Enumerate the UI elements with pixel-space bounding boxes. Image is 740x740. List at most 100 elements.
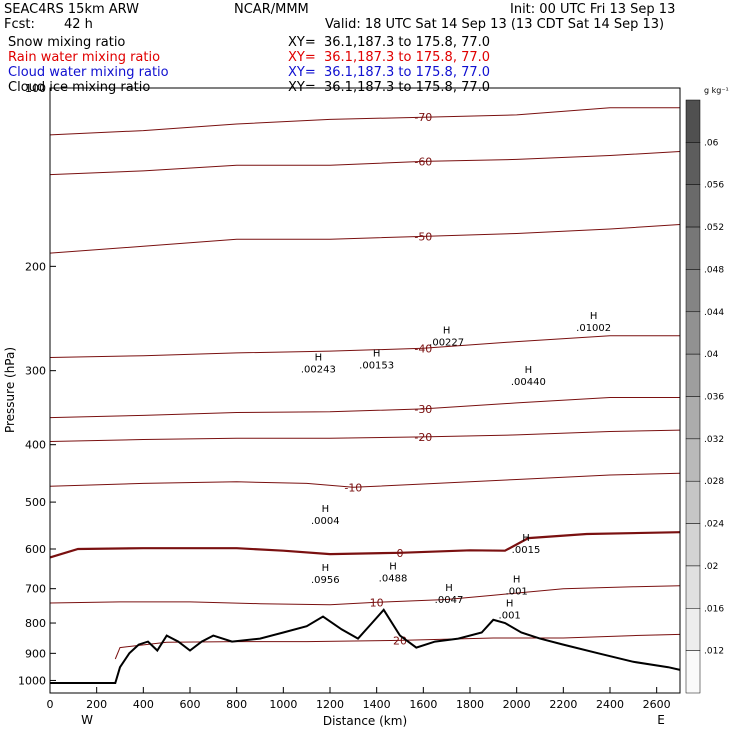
colorbar-tick-label: .052 [704, 223, 724, 233]
y-tick-label: 100 [25, 82, 46, 95]
temperature-contour [49, 335, 680, 358]
x-tick-label: 1200 [316, 698, 344, 711]
colorbar-swatch [685, 99, 701, 143]
colorbar-tick-label: .016 [704, 604, 724, 614]
colorbar-swatch [685, 565, 701, 609]
forecast-hours: 42 h [64, 17, 93, 32]
x-tick-label: 2400 [596, 698, 624, 711]
maximum-value-label: .0956 [311, 575, 340, 586]
center-name: NCAR/MMM [234, 2, 309, 17]
temperature-contour [49, 531, 681, 559]
x-tick-label: 2200 [549, 698, 577, 711]
colorbar-swatch [685, 311, 701, 355]
colorbar-unit: g kg⁻¹ [704, 86, 729, 95]
maximum-value-label: .001 [506, 586, 528, 597]
maximum-marker: H [590, 311, 598, 322]
maximum-marker: H [443, 326, 451, 337]
contour-label: -30 [414, 403, 432, 416]
maximum-marker: H [322, 563, 330, 574]
colorbar-tick-label: .06 [704, 138, 719, 148]
field-name-rain: Rain water mixing ratio [8, 50, 161, 65]
y-axis-label: Pressure (hPa) [3, 347, 17, 433]
maximum-marker: H [513, 574, 521, 585]
field-name-cloud-water: Cloud water mixing ratio [8, 65, 169, 80]
maximum-value-label: .0047 [435, 595, 464, 606]
forecast-label: Fcst: [4, 17, 35, 32]
colorbar-swatch [685, 608, 701, 651]
colorbar-swatch [685, 184, 701, 228]
field-xy-rain: XY= 36.1,187.3 to 175.8, 77.0 [288, 50, 491, 65]
x-tick-label: 1000 [269, 698, 297, 711]
field-xy-cloud-water: XY= 36.1,187.3 to 175.8, 77.0 [288, 65, 491, 80]
colorbar-tick-label: .028 [704, 477, 724, 487]
colorbar-swatch [685, 142, 701, 185]
maximum-marker: H [506, 599, 514, 610]
x-tick-label: 800 [226, 698, 247, 711]
maximum-value-label: .001 [499, 611, 521, 622]
temperature-contour [49, 107, 680, 136]
maximum-value-label: .0004 [311, 516, 340, 527]
colorbar-tick-label: .048 [704, 265, 724, 275]
temperature-contour [49, 429, 681, 442]
maximum-marker: H [522, 533, 530, 544]
temperature-contour [49, 151, 681, 176]
valid-time: Valid: 18 UTC Sat 14 Sep 13 (13 CDT Sat … [325, 17, 665, 32]
colorbar-swatch [685, 269, 701, 313]
y-tick-label: 200 [25, 260, 46, 273]
y-tick-label: 500 [25, 496, 46, 509]
temperature-contour [49, 224, 681, 254]
x-axis-label: Distance (km) [323, 714, 407, 728]
maximum-value-label: .00153 [359, 360, 394, 371]
maximum-marker: H [322, 504, 330, 515]
colorbar-swatch [685, 438, 701, 482]
x-tick-label: 2000 [503, 698, 531, 711]
colorbar-tick-label: .04 [704, 350, 719, 360]
colorbar-tick-label: .036 [704, 393, 724, 403]
maximum-marker: H [525, 365, 533, 376]
x-tick-label: 200 [86, 698, 107, 711]
y-tick-label: 600 [25, 543, 46, 556]
y-tick-label: 400 [25, 439, 46, 452]
field-xy-snow: XY= 36.1,187.3 to 175.8, 77.0 [288, 35, 491, 50]
contour-label: -40 [414, 342, 432, 355]
contour-label: -10 [344, 481, 362, 494]
x-tick-label: 1600 [409, 698, 437, 711]
colorbar-swatch [685, 480, 701, 524]
x-tick-label: 1400 [363, 698, 391, 711]
colorbar-swatch [685, 523, 701, 567]
contour-label: -20 [414, 431, 432, 444]
contour-label: -60 [414, 155, 432, 168]
x-tick-label: 600 [180, 698, 201, 711]
x-end-label-west: W [81, 713, 93, 727]
contour-label: -50 [414, 230, 432, 243]
x-end-label-east: E [657, 713, 665, 727]
colorbar-tick-label: .012 [704, 647, 724, 657]
contour-label: 0 [397, 547, 404, 560]
init-time: Init: 00 UTC Fri 13 Sep 13 [510, 2, 676, 17]
maximum-value-label: .01002 [576, 323, 611, 334]
colorbar-tick-label: .044 [704, 308, 724, 318]
colorbar-tick-label: .02 [704, 562, 718, 572]
colorbar-swatch [685, 226, 701, 270]
colorbar: .06 .056 .052 .048 .044 .04 .036 .032 .028 .024 .0… [685, 99, 724, 694]
x-tick-label: 0 [47, 698, 54, 711]
maximum-marker: H [373, 348, 381, 359]
colorbar-tick-label: .056 [704, 181, 724, 191]
maximum-marker: H [389, 561, 397, 572]
plot-frame [49, 87, 681, 694]
maximum-value-label: .00440 [511, 377, 546, 388]
field-name-snow: Snow mixing ratio [8, 35, 126, 50]
y-tick-label: 1000 [18, 674, 46, 687]
temperature-contour [114, 633, 681, 660]
maximum-marker: H [445, 583, 453, 594]
y-tick-label: 900 [25, 647, 46, 660]
colorbar-tick-label: .024 [704, 520, 724, 530]
model-name: SEAC4RS 15km ARW [4, 2, 140, 17]
temperature-contour [49, 585, 681, 606]
temperature-contour [49, 472, 681, 488]
contour-label: 10 [370, 596, 384, 609]
temperature-contour [49, 397, 680, 419]
y-tick-label: 300 [25, 365, 46, 378]
colorbar-swatch [685, 650, 701, 694]
